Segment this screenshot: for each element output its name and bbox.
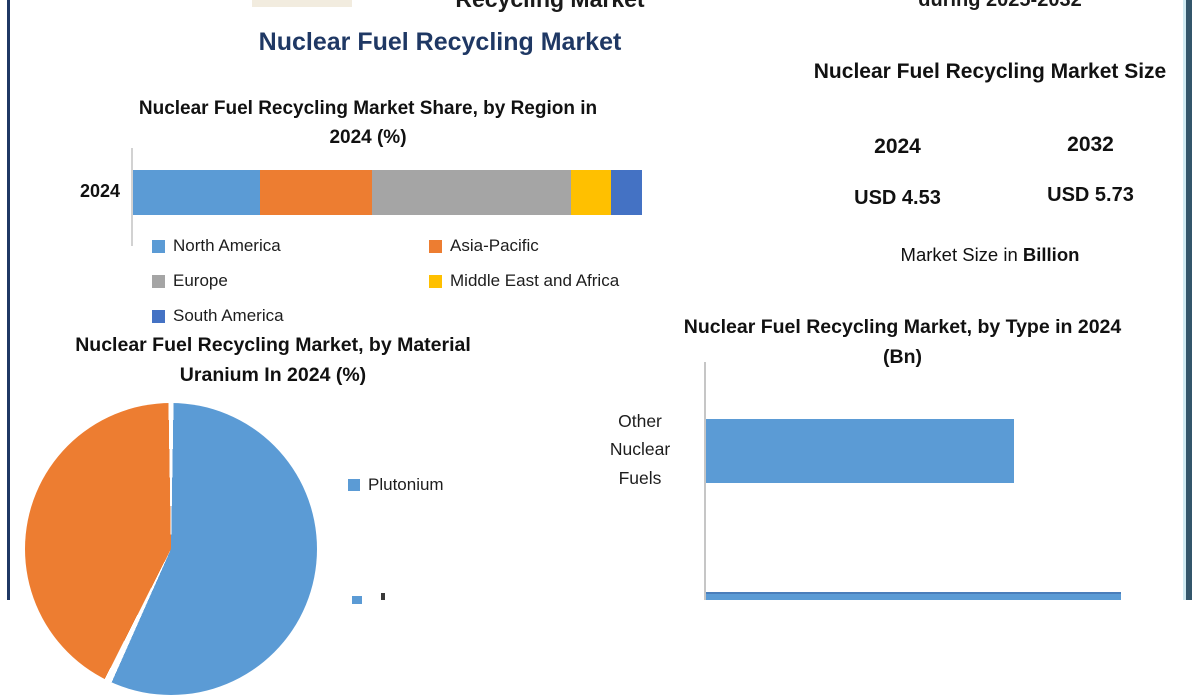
frame-right-border-highlight <box>1183 0 1186 600</box>
region-chart-title: Nuclear Fuel Recycling Market Share, by … <box>138 98 598 149</box>
legend-label: Plutonium <box>368 475 444 494</box>
type-bar-other-nuclear-fuels <box>706 419 1014 483</box>
page-title: Nuclear Fuel Recycling Market <box>258 28 622 56</box>
caption-unit: Billion <box>1022 244 1080 265</box>
bar-segment-south-america <box>611 170 642 215</box>
region-chart-legend: North America Asia-Pacific Europe Middle… <box>152 236 672 326</box>
material-chart-title: Nuclear Fuel Recycling Market, by Materi… <box>75 334 471 387</box>
legend-swatch-icon <box>152 239 165 253</box>
bar-segment-middle-east-africa <box>570 170 612 215</box>
caption-prefix: Market Size in <box>900 244 1023 265</box>
legend-item-middle-east-africa: Middle East and Africa <box>429 271 672 291</box>
market-size-title: Nuclear Fuel Recycling Market Size <box>813 60 1167 83</box>
cropped-header-text: Recycling Market <box>420 0 680 13</box>
market-size-value-2032: USD 5.73 <box>1047 184 1134 206</box>
market-size-caption: Market Size in Billion <box>805 244 1175 266</box>
frame-left-border <box>7 0 10 600</box>
legend-label: Europe <box>173 271 228 290</box>
legend-item-south-america: South America <box>152 306 429 326</box>
bar-segment-europe <box>372 170 571 215</box>
legend-swatch-icon <box>348 479 360 491</box>
legend-item-europe: Europe <box>152 271 429 291</box>
legend-label: South America <box>173 306 284 325</box>
type-chart-axis-line <box>704 362 706 600</box>
legend-swatch-icon <box>152 274 165 288</box>
legend-label: Middle East and Africa <box>450 271 620 290</box>
cropped-forecast-text: during 2025-2032 <box>918 0 1082 11</box>
cropped-legend-swatch-icon <box>352 596 362 604</box>
legend-label: North America <box>173 236 281 255</box>
cropped-logo-strip <box>252 0 352 7</box>
frame-right-border <box>1186 0 1192 600</box>
bar-segment-north-america <box>133 170 261 215</box>
legend-item-plutonium: Plutonium <box>348 475 444 495</box>
material-pie-chart <box>25 403 317 695</box>
legend-item-asia-pacific: Asia-Pacific <box>429 236 672 256</box>
type-chart-category-label: Other Nuclear Fuels <box>609 411 671 488</box>
market-size-value-2024: USD 4.53 <box>854 187 941 209</box>
bar-segment-asia-pacific <box>260 170 373 215</box>
legend-swatch-icon <box>152 309 165 323</box>
legend-swatch-icon <box>429 239 442 253</box>
cropped-legend-text-fragment <box>381 593 385 600</box>
legend-swatch-icon <box>429 274 442 288</box>
region-chart-category-label: 2024 <box>79 181 120 201</box>
market-size-year-2032: 2032 <box>1067 133 1114 156</box>
legend-item-north-america: North America <box>152 236 429 256</box>
region-stacked-bar <box>133 170 642 215</box>
type-bar-cropped <box>706 592 1121 600</box>
type-chart-title: Nuclear Fuel Recycling Market, by Type i… <box>683 316 1122 369</box>
market-size-year-2024: 2024 <box>874 135 921 158</box>
region-chart-axis-line <box>131 148 133 246</box>
legend-label: Asia-Pacific <box>450 236 539 255</box>
infographic-canvas: { "page": { "top_cut_text_center": "Recy… <box>7 0 1192 695</box>
